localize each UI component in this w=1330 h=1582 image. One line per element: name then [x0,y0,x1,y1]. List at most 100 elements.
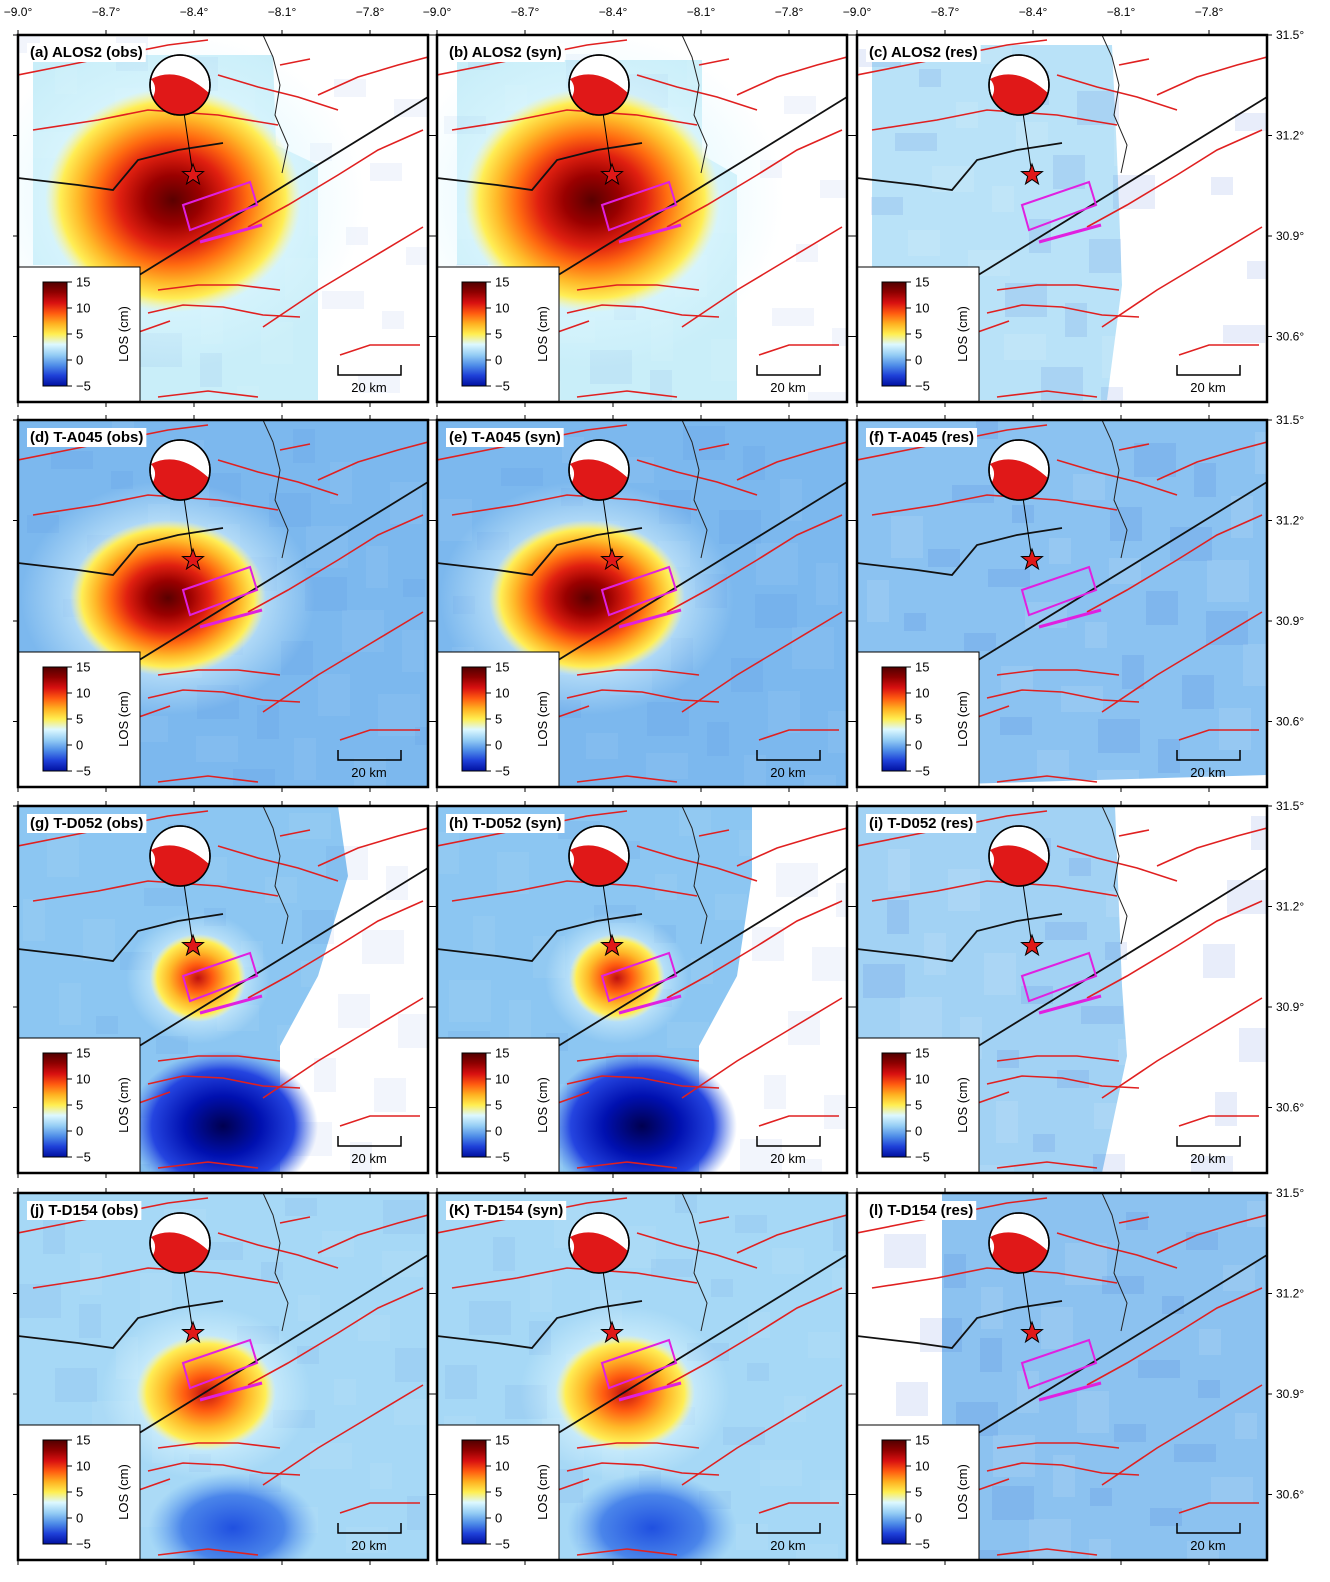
texture-cell [1162,1296,1184,1314]
texture-cell [1182,675,1214,709]
texture-cell [1211,1477,1253,1503]
texture-cell [948,869,980,911]
texture-cell [1094,1103,1126,1129]
colorbar-label: LOS (cm) [955,691,970,747]
texture-cell [501,468,543,486]
colorbar-label: LOS (cm) [116,306,131,362]
texture-cell [1223,325,1265,343]
lon-tick-label: −8.7° [931,5,960,19]
texture-cell [398,1014,440,1048]
texture-cell [1199,1329,1221,1355]
colorbar-tick-label: 0 [915,1511,922,1526]
texture-cell [743,446,765,480]
panel-label: (h) T-D052 (syn) [449,815,562,832]
texture-cell [358,1315,390,1341]
lon-tick-label: −8.1° [1107,5,1136,19]
texture-cell [382,1251,424,1277]
colorbar-tick-label: −5 [76,1150,91,1165]
lon-tick-label: −7.8° [356,5,385,19]
texture-cell [330,462,352,504]
texture-cell [1012,505,1034,523]
texture-cell [992,1486,1034,1520]
colorbar-tick-label: 5 [915,1098,922,1113]
texture-cell [1255,432,1287,474]
uplift-lobe [136,1335,276,1451]
texture-cell [651,1259,693,1277]
scale-label: 20 km [1190,380,1225,395]
scale-label: 20 km [770,1538,805,1553]
texture-cell [711,339,743,381]
texture-cell [1146,591,1178,625]
colorbar-tick-label: 0 [495,1124,502,1139]
colorbar-tick-label: 15 [76,660,90,675]
texture-cell [1090,1488,1112,1506]
texture-cell [755,594,797,628]
colorbar [882,282,906,386]
texture-cell [403,579,425,597]
texture-cell [1138,60,1160,102]
panel-label: (g) T-D052 (obs) [30,815,143,832]
colorbar-tick-label: 10 [76,1459,90,1474]
texture-cell [908,230,940,256]
map-panel: 151050−5LOS (cm)20 km(a) ALOS2 (obs) [0,30,439,428]
map-content: 151050−5LOS (cm)20 km(a) ALOS2 (obs) [0,32,439,428]
colorbar-tick-label: 15 [76,275,90,290]
lat-tick-label: 30.6° [1276,715,1304,729]
lon-tick-label: −9.0° [4,5,33,19]
texture-cell [992,186,1014,212]
texture-cell [402,630,424,672]
lat-tick-label: 30.6° [1276,1101,1304,1115]
texture-cell [1101,387,1123,421]
map-content: 151050−5LOS (cm)20 km(K) T-D154 (syn) [436,1193,875,1577]
colorbar-label: LOS (cm) [955,1077,970,1133]
texture-cell [1186,292,1228,334]
map-content: 151050−5LOS (cm)20 km(e) T-A045 (syn) [436,420,870,817]
texture-cell [298,1295,320,1321]
colorbar-tick-label: 0 [915,1124,922,1139]
lon-tick-label: −8.1° [268,5,297,19]
texture-cell [407,1496,429,1530]
texture-cell [1150,208,1192,250]
scale-label: 20 km [770,1151,805,1166]
colorbar-tick-label: 5 [915,712,922,727]
texture-cell [285,1198,317,1216]
texture-cell [1243,644,1285,686]
texture-cell [784,96,816,114]
texture-cell [1178,1059,1200,1085]
texture-cell [824,1095,856,1129]
colorbar-tick-label: −5 [76,1537,91,1552]
texture-cell [1045,922,1087,940]
colorbar-tick-label: 15 [915,1046,929,1061]
texture-cell [59,983,81,1025]
texture-cell [683,426,725,460]
colorbar-tick-label: −5 [495,1150,510,1165]
colorbar-tick-label: −5 [76,764,91,779]
panel-label: (i) T-D052 (res) [869,815,973,832]
texture-cell [366,546,388,588]
colorbar [43,282,67,386]
scale-label: 20 km [351,380,386,395]
lat-tick-label: 30.9° [1276,1000,1304,1014]
map-panel: 151050−5LOS (cm)20 km(e) T-A045 (syn) [432,415,870,817]
texture-cell [406,247,438,265]
texture-cell [23,899,45,941]
colorbar-label: LOS (cm) [535,691,550,747]
panel-label: (j) T-D154 (obs) [30,1202,138,1219]
texture-cell [1004,334,1046,360]
lon-tick-label: −9.0° [843,5,872,19]
colorbar-tick-label: −5 [495,1537,510,1552]
texture-cell [1057,1070,1089,1088]
texture-cell [445,1365,477,1399]
colorbar-tick-label: 15 [76,1433,90,1448]
colorbar-label: LOS (cm) [116,691,131,747]
texture-cell [1033,1134,1055,1152]
texture-cell [744,755,766,797]
texture-cell [1053,1455,1075,1497]
texture-cell [760,1460,802,1486]
texture-cell [277,1025,299,1051]
texture-cell [96,1016,118,1034]
map-panel: 151050−5LOS (cm)20 km(l) T-D154 (res) [852,1188,1289,1577]
texture-cell [808,1332,840,1358]
subsidence-lobe [547,1051,737,1201]
